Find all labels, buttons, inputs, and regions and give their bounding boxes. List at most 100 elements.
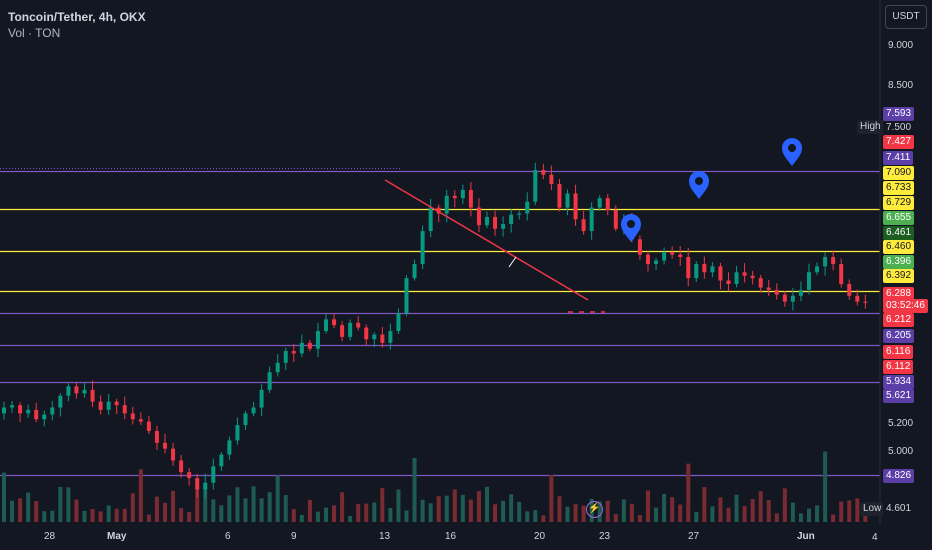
volume-bar — [646, 490, 650, 522]
volume-bar — [629, 503, 634, 522]
candle-body — [130, 413, 135, 420]
volume-bar — [831, 514, 836, 522]
candle-body — [122, 405, 127, 414]
volume-bar — [557, 496, 562, 522]
candle-body — [163, 442, 167, 449]
candle-body — [734, 272, 739, 285]
candle-body — [34, 409, 39, 420]
candle-body — [581, 219, 586, 232]
volume-bar — [275, 475, 280, 522]
candle-body — [654, 260, 659, 265]
volume-bar — [573, 504, 578, 522]
volume-bar — [774, 513, 779, 522]
candle-body — [517, 213, 522, 215]
volume-bar — [750, 498, 755, 522]
volume-bar — [74, 499, 79, 522]
price-tag: 6.116 — [883, 345, 914, 359]
candle-body — [782, 294, 787, 302]
candle-body — [98, 401, 103, 410]
candle-body — [187, 472, 192, 479]
volume-bar — [42, 511, 47, 522]
candle-body — [348, 322, 353, 337]
volume-bar — [621, 499, 626, 522]
candle-body — [235, 425, 240, 441]
volume-bar — [380, 488, 385, 522]
price-tag: 6.212 — [883, 313, 915, 327]
candle-body — [90, 389, 95, 402]
candle-body — [557, 184, 562, 208]
volume-bar — [742, 505, 747, 522]
volume-bar — [654, 507, 659, 522]
candle-body — [549, 174, 554, 185]
price-tag: 5.934 — [883, 375, 915, 389]
candle-body — [509, 214, 514, 225]
volume-bar — [251, 486, 256, 522]
volume-bar — [356, 503, 361, 522]
volume-bar — [452, 489, 457, 522]
candle-body — [750, 275, 755, 279]
candle-body — [42, 414, 47, 420]
candle-body — [444, 195, 449, 214]
volume-bar — [509, 494, 514, 522]
candle-body — [823, 256, 828, 267]
volume-bar — [758, 491, 763, 522]
volume-bar — [541, 515, 546, 522]
price-tag: 7.090 — [883, 166, 915, 180]
volume-bar — [847, 500, 852, 522]
candle-body — [171, 448, 176, 461]
candle-body — [404, 278, 409, 314]
candle-body — [670, 252, 675, 255]
volume-bar — [114, 508, 119, 522]
volume-bar — [702, 487, 707, 522]
volume-bar — [291, 509, 296, 522]
candle-body — [66, 386, 71, 396]
price-tag: 6.460 — [883, 240, 915, 254]
volume-bar — [82, 510, 87, 522]
volume-bar — [670, 497, 675, 522]
volume-bar — [10, 500, 15, 522]
candle-body — [831, 256, 836, 265]
currency-button[interactable]: USDT — [885, 5, 927, 29]
candle-body — [525, 201, 530, 214]
candle-body — [275, 362, 280, 373]
volume-bar — [782, 488, 787, 522]
candle-body — [863, 301, 868, 303]
location-marker-icon — [689, 171, 709, 199]
volume-bar — [637, 515, 642, 522]
price-tick: 9.000 — [888, 40, 914, 51]
volume-bar — [613, 514, 618, 522]
volume-bar — [388, 507, 393, 522]
volume-bar — [726, 507, 731, 522]
volume-bar — [227, 495, 232, 522]
volume-bar — [823, 451, 828, 522]
volume-bar — [154, 496, 159, 522]
candle-body — [26, 409, 31, 414]
price-tag: 7.593 — [883, 107, 915, 121]
candle-body — [637, 239, 642, 255]
volume-bar — [428, 503, 433, 522]
volume-bar — [58, 486, 63, 522]
candle-body — [533, 169, 538, 202]
candle-body — [694, 264, 699, 279]
volume-bar — [581, 505, 586, 522]
candle-body — [686, 256, 691, 279]
lightning-icon[interactable]: ⚡ — [586, 501, 603, 518]
volume-bar — [404, 510, 409, 522]
volume-bar — [138, 469, 143, 522]
volume-bar — [187, 512, 192, 522]
price-tick: 5.200 — [888, 418, 914, 429]
volume-bar — [106, 505, 111, 522]
volume-bar — [678, 504, 683, 522]
price-tag: 6.205 — [883, 329, 915, 343]
volume-bar — [565, 506, 570, 522]
volume-bar — [130, 493, 135, 522]
symbol-title: Toncoin/Tether, 4h, OKX — [8, 10, 146, 24]
candle-body — [195, 478, 200, 490]
candle-body — [372, 334, 377, 340]
candle-body — [460, 189, 465, 199]
candle-body — [798, 289, 803, 296]
candle-body — [203, 482, 208, 490]
volume-bar — [243, 498, 248, 522]
candle-body — [605, 198, 610, 210]
